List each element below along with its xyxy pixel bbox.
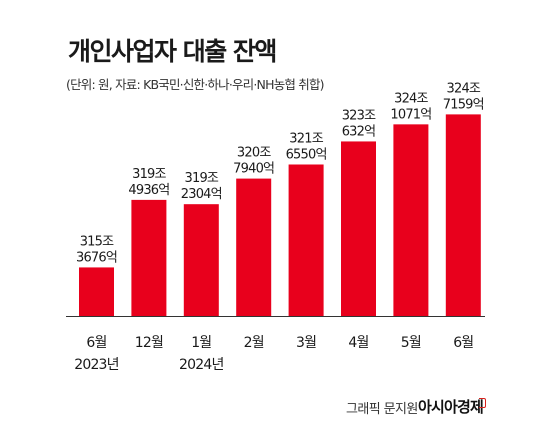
- bar-4: [236, 178, 272, 316]
- x-year-label-3: 2024년: [179, 357, 224, 373]
- x-tick-label-8: 6월: [453, 335, 473, 351]
- value-label-line2-8: 7159억: [443, 97, 484, 112]
- x-tick-label-3: 1월: [191, 335, 211, 351]
- chart-subtitle: (단위: 원, 자료: KB국민·신한·하나·우리·NH농협 취합): [66, 77, 325, 92]
- graphic-credit: 그래픽 문지원: [346, 402, 418, 417]
- x-tick-label-4: 2월: [244, 335, 264, 351]
- value-label-line1-2: 319조: [132, 167, 166, 182]
- value-label-line1-7: 324조: [394, 91, 428, 106]
- bar-7: [393, 124, 429, 317]
- bar-3: [183, 204, 219, 316]
- bar-5: [288, 164, 324, 316]
- bars-group: [79, 114, 481, 317]
- x-tick-labels-group: 6월 2023년 12월 1월 2024년 2월 3월 4월 5월 6월: [74, 335, 474, 373]
- value-label-line1-6: 323조: [342, 108, 376, 123]
- brand-logo-text: 아시아경제: [418, 398, 484, 416]
- x-tick-label-6: 4월: [348, 335, 368, 351]
- value-label-line2-7: 1071억: [390, 107, 431, 122]
- value-label-line1-5: 321조: [289, 131, 323, 146]
- x-tick-label-5: 3월: [296, 335, 316, 351]
- bar-2: [131, 199, 167, 316]
- bar-8: [445, 114, 481, 316]
- bar-1: [79, 267, 114, 316]
- value-label-line1-4: 320조: [237, 146, 271, 161]
- value-label-line1-8: 324조: [447, 81, 481, 96]
- x-year-label-1: 2023년: [74, 357, 119, 373]
- value-label-line1-3: 319조: [185, 171, 219, 186]
- value-label-line2-3: 2304억: [181, 187, 222, 202]
- value-label-line2-6: 632억: [342, 124, 376, 139]
- value-label-line2-2: 4936억: [128, 183, 169, 198]
- value-labels-group: 315조3676억319조4936억319조2304억320조7940억321조…: [76, 81, 485, 265]
- bar-6: [341, 141, 376, 316]
- x-tick-label-2: 12월: [135, 335, 163, 351]
- value-label-line1-1: 315조: [80, 234, 114, 249]
- brand-mark-icon: [479, 398, 486, 408]
- x-tick-label-7: 5월: [401, 335, 421, 351]
- x-tick-label-1: 6월: [86, 335, 106, 351]
- chart-title: 개인사업자 대출 잔액: [68, 37, 277, 66]
- value-label-line2-1: 3676억: [76, 250, 117, 265]
- value-label-line2-5: 6550억: [286, 147, 327, 162]
- value-label-line2-4: 7940억: [233, 162, 274, 177]
